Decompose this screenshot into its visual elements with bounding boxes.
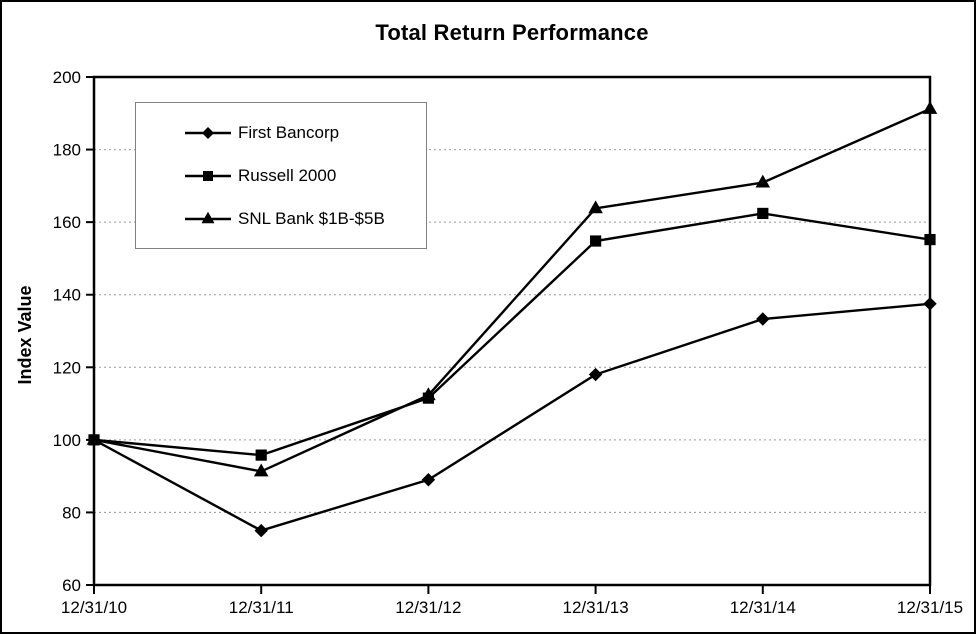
first-bancorp-line [93, 302, 931, 532]
legend-item-first-bancorp: First Bancorp [136, 123, 426, 143]
russell-2000-marker-4 [757, 207, 769, 220]
snl-bank-1b-5b-line [93, 107, 931, 473]
chart-title: Total Return Performance [375, 20, 649, 45]
square-legend-key-icon [185, 170, 231, 181]
y-tick-label-100: 100 [53, 431, 81, 450]
y-tick-label-180: 180 [53, 141, 81, 160]
legend-item-snl-bank-1b-5b: SNL Bank $1B-$5B [136, 209, 426, 229]
triangle-legend-key-icon [185, 211, 231, 223]
legend-label-russell-2000: Russell 2000 [238, 165, 337, 185]
snl-bank-1b-5b-marker-3 [588, 200, 603, 214]
x-tick-label-3: 12/31/13 [563, 598, 629, 617]
x-tick-label-1: 12/31/11 [229, 598, 294, 617]
russell-2000-marker-2 [422, 392, 434, 404]
legend: First Bancorp Russell 2000 SNL Bank $1B-$5… [135, 102, 427, 249]
first-bancorp-marker-4 [756, 312, 770, 326]
legend-item-russell-2000: Russell 2000 [136, 166, 426, 186]
x-tick-label-2: 12/31/12 [395, 598, 461, 617]
russell-2000-line [93, 212, 931, 457]
square-legend-marker [203, 170, 213, 181]
x-tick-label-0: 12/31/10 [61, 598, 127, 617]
snl-bank-1b-5b-marker-1 [253, 463, 269, 477]
y-tick-label-200: 200 [53, 68, 81, 87]
russell-2000-marker-1 [255, 449, 267, 461]
legend-label-snl-bank-1b-5b: SNL Bank $1B-$5B [238, 208, 385, 228]
first-bancorp-marker-3 [588, 367, 603, 382]
triangle-legend-marker [201, 211, 215, 223]
diamond-legend-key-icon [185, 126, 231, 139]
russell-2000-marker-0 [88, 434, 100, 446]
x-tick-label-5: 12/31/15 [897, 598, 963, 617]
y-tick-label-80: 80 [62, 503, 81, 522]
x-tick-label-4: 12/31/14 [730, 598, 796, 617]
legend-label-first-bancorp: First Bancorp [238, 122, 340, 142]
y-tick-label-120: 120 [53, 358, 81, 377]
snl-bank-1b-5b-marker-5 [922, 100, 938, 114]
plot-border [92, 75, 932, 587]
russell-2000-marker-3 [590, 235, 602, 247]
y-tick-label-140: 140 [53, 286, 81, 305]
first-bancorp-marker-5 [923, 297, 937, 311]
snl-bank-1b-5b-marker-4 [755, 174, 771, 188]
first-bancorp-marker-2 [421, 473, 436, 487]
diamond-legend-marker [202, 126, 214, 139]
y-axis-title: Index Value [15, 285, 35, 385]
first-bancorp-marker-1 [254, 523, 268, 538]
russell-2000-marker-5 [924, 233, 936, 246]
y-tick-label-60: 60 [62, 576, 81, 595]
y-tick-label-160: 160 [53, 213, 81, 232]
